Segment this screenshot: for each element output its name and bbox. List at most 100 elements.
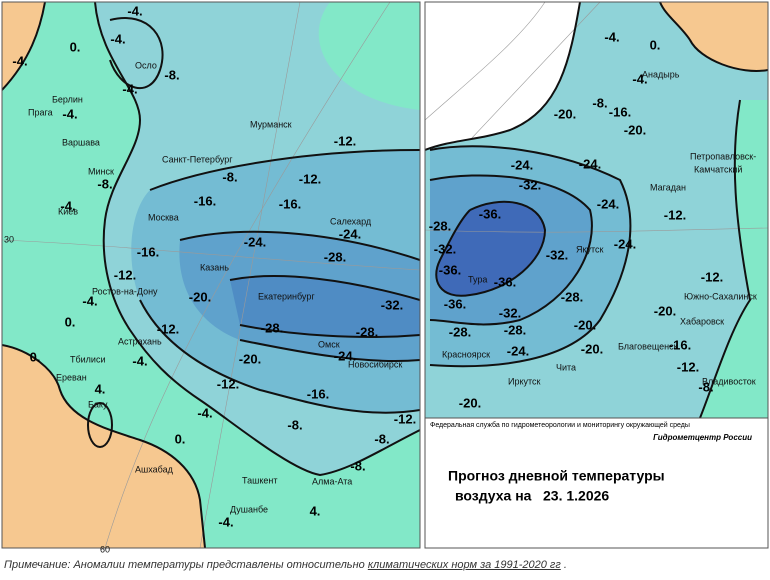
city-label: Ростов-на-Дону (92, 286, 158, 296)
city-label: Магадан (650, 182, 686, 192)
contour-label: -12. (299, 171, 321, 186)
city-label: Петропавловск- (690, 151, 756, 161)
contour-label: -32. (519, 177, 541, 192)
note-text: . (563, 559, 567, 571)
contour-label: -32. (499, 305, 521, 320)
note: Примечание: Аномалии температуры предста… (4, 559, 567, 571)
contour-label: -4. (218, 514, 233, 529)
forecast-title: Прогноз дневной температуры (448, 468, 665, 484)
agency: Федеральная служба по гидрометеорологии … (430, 421, 690, 429)
contour-label: -12. (394, 411, 416, 426)
contour-label: 0. (175, 431, 186, 446)
contour-label: -20. (239, 351, 261, 366)
city-label: Южно-Сахалинск (684, 291, 757, 301)
city-label: Иркутск (508, 376, 541, 386)
contour-label: -12. (334, 133, 356, 148)
contour-label: -20. (574, 317, 596, 332)
note-link[interactable]: климатических норм за 1991-2020 гг (367, 559, 561, 571)
contour-label: -16. (279, 196, 301, 211)
city-label: Киев (58, 206, 78, 216)
contour-label: -16. (137, 244, 159, 259)
maps: Федеральная служба по гидрометеорологии … (1, 1, 769, 554)
city-label: Новосибирск (348, 359, 402, 369)
contour-label: -4. (60, 198, 75, 213)
city-label: Алма-Ата (312, 476, 352, 486)
city-label: Хабаровск (680, 316, 724, 326)
city-label: Санкт-Петербург (162, 154, 233, 164)
contour-label: -20. (189, 289, 211, 304)
city-label: Якутск (576, 244, 604, 254)
contour-label: 0. (30, 349, 41, 364)
contour-label: -28. (449, 324, 471, 339)
contour-label: -24. (579, 156, 601, 171)
city-label: Душанбе (230, 504, 268, 514)
contour-label: -8. (374, 431, 389, 446)
city-label: Минск (88, 166, 114, 176)
contour-label: -36. (439, 262, 461, 277)
contour-label: -4. (62, 106, 77, 121)
contour-label: -28. (561, 289, 583, 304)
contour-label: -8. (222, 169, 237, 184)
right-frame (424, 1, 769, 549)
contour-label: -28. (429, 218, 451, 233)
contour-label: 0. (65, 314, 76, 329)
city-label: Астрахань (118, 336, 162, 346)
contour-label: -4. (12, 53, 27, 68)
contour-label: -20. (459, 395, 481, 410)
contour-label: -16. (609, 104, 631, 119)
contour-label: -20. (624, 122, 646, 137)
contour-label: -28. (356, 324, 378, 339)
contour-label: -8. (97, 176, 112, 191)
org: Гидрометцентр России (653, 433, 752, 442)
contour-label: -4. (127, 3, 142, 18)
left-map (2, 2, 420, 548)
contour-label: -4. (197, 405, 212, 420)
contour-label: -12. (677, 359, 699, 374)
city-label: Прага (28, 107, 53, 117)
contour-label: -36. (494, 274, 516, 289)
city-label: Чита (556, 362, 576, 372)
contour-label: -8. (164, 67, 179, 82)
city-label: Казань (200, 262, 229, 272)
city-label: Варшава (62, 137, 100, 147)
contour-label: -28. (504, 322, 526, 337)
contour-label: -16. (194, 193, 216, 208)
contour-label: -20. (581, 341, 603, 356)
city-label: Ереван (56, 372, 87, 382)
city-label: Владивосток (702, 376, 756, 386)
contour-label: 4. (95, 381, 106, 396)
contour-label: -12. (217, 376, 239, 391)
city-label: Тбилиси (70, 354, 106, 364)
contour-label: -12. (114, 267, 136, 282)
city-label: Осло (135, 60, 157, 70)
grid-label: 30 (4, 234, 14, 244)
contour-label: -8. (592, 95, 607, 110)
contour-label: 0. (70, 39, 81, 54)
contour-label: -32. (381, 297, 403, 312)
contour-label: -20. (554, 106, 576, 121)
forecast-title: воздуха на (455, 488, 532, 504)
grid-label: 60 (100, 544, 110, 554)
contour-label: -4. (132, 353, 147, 368)
contour-label: 4. (310, 503, 321, 518)
contour-label: -32. (546, 247, 568, 262)
city-label: Баку (88, 399, 108, 409)
city-label: Красноярск (442, 349, 490, 359)
city-label: Мурманск (250, 119, 292, 129)
contour-label: -24. (339, 226, 361, 241)
contour-label: -8. (287, 417, 302, 432)
contour-label: -16. (307, 386, 329, 401)
contour-label: -12. (157, 321, 179, 336)
contour-label: -4. (122, 81, 137, 96)
contour-label: -4. (604, 29, 619, 44)
contour-label: -36. (444, 296, 466, 311)
city-label: Омск (318, 339, 340, 349)
city-label: Камчатский (694, 164, 742, 174)
contour-label: -8. (698, 379, 713, 394)
contour-label: -24. (334, 348, 356, 363)
contour-label: -4. (82, 293, 97, 308)
contour-label: -24. (507, 343, 529, 358)
forecast-date: 23. 1.2026 (543, 488, 609, 504)
contour-label: -28. (261, 320, 283, 335)
contour-label: -24. (597, 196, 619, 211)
